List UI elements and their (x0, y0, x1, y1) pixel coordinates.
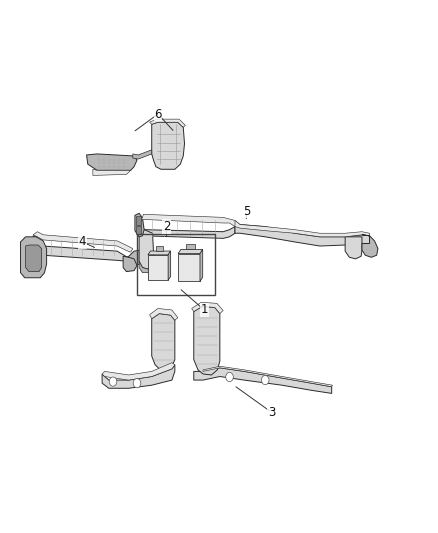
Text: 6: 6 (154, 108, 162, 120)
Polygon shape (235, 224, 370, 246)
Text: 3: 3 (268, 406, 275, 419)
Polygon shape (139, 218, 235, 238)
Polygon shape (139, 230, 154, 269)
Polygon shape (194, 368, 332, 393)
Polygon shape (192, 302, 223, 313)
Polygon shape (139, 259, 154, 273)
Polygon shape (136, 225, 141, 234)
Text: 1: 1 (201, 303, 208, 317)
Circle shape (261, 375, 269, 385)
Polygon shape (155, 246, 163, 251)
Polygon shape (235, 221, 370, 237)
Polygon shape (148, 251, 171, 255)
Polygon shape (200, 249, 203, 281)
Polygon shape (139, 214, 240, 227)
Polygon shape (178, 249, 203, 254)
Polygon shape (102, 365, 175, 388)
Text: 5: 5 (243, 205, 250, 218)
Polygon shape (362, 235, 378, 257)
Polygon shape (128, 250, 144, 265)
Polygon shape (150, 119, 185, 127)
Polygon shape (102, 362, 175, 380)
Polygon shape (135, 213, 144, 237)
Polygon shape (168, 251, 171, 280)
Polygon shape (93, 169, 131, 175)
Polygon shape (148, 255, 168, 280)
Text: 4: 4 (78, 236, 86, 248)
Polygon shape (178, 254, 200, 281)
Polygon shape (194, 306, 220, 375)
Polygon shape (33, 236, 129, 261)
Polygon shape (186, 244, 194, 249)
Polygon shape (87, 154, 137, 171)
Polygon shape (152, 313, 175, 370)
Polygon shape (203, 366, 332, 387)
Polygon shape (21, 237, 46, 278)
Polygon shape (123, 256, 137, 272)
Text: 2: 2 (162, 220, 170, 233)
Circle shape (226, 373, 233, 382)
Polygon shape (150, 309, 178, 320)
Polygon shape (136, 216, 141, 224)
Circle shape (133, 378, 141, 388)
Polygon shape (133, 150, 152, 159)
Polygon shape (25, 245, 42, 272)
Circle shape (109, 377, 117, 386)
Polygon shape (152, 122, 184, 169)
Polygon shape (33, 232, 133, 252)
Polygon shape (345, 237, 362, 259)
